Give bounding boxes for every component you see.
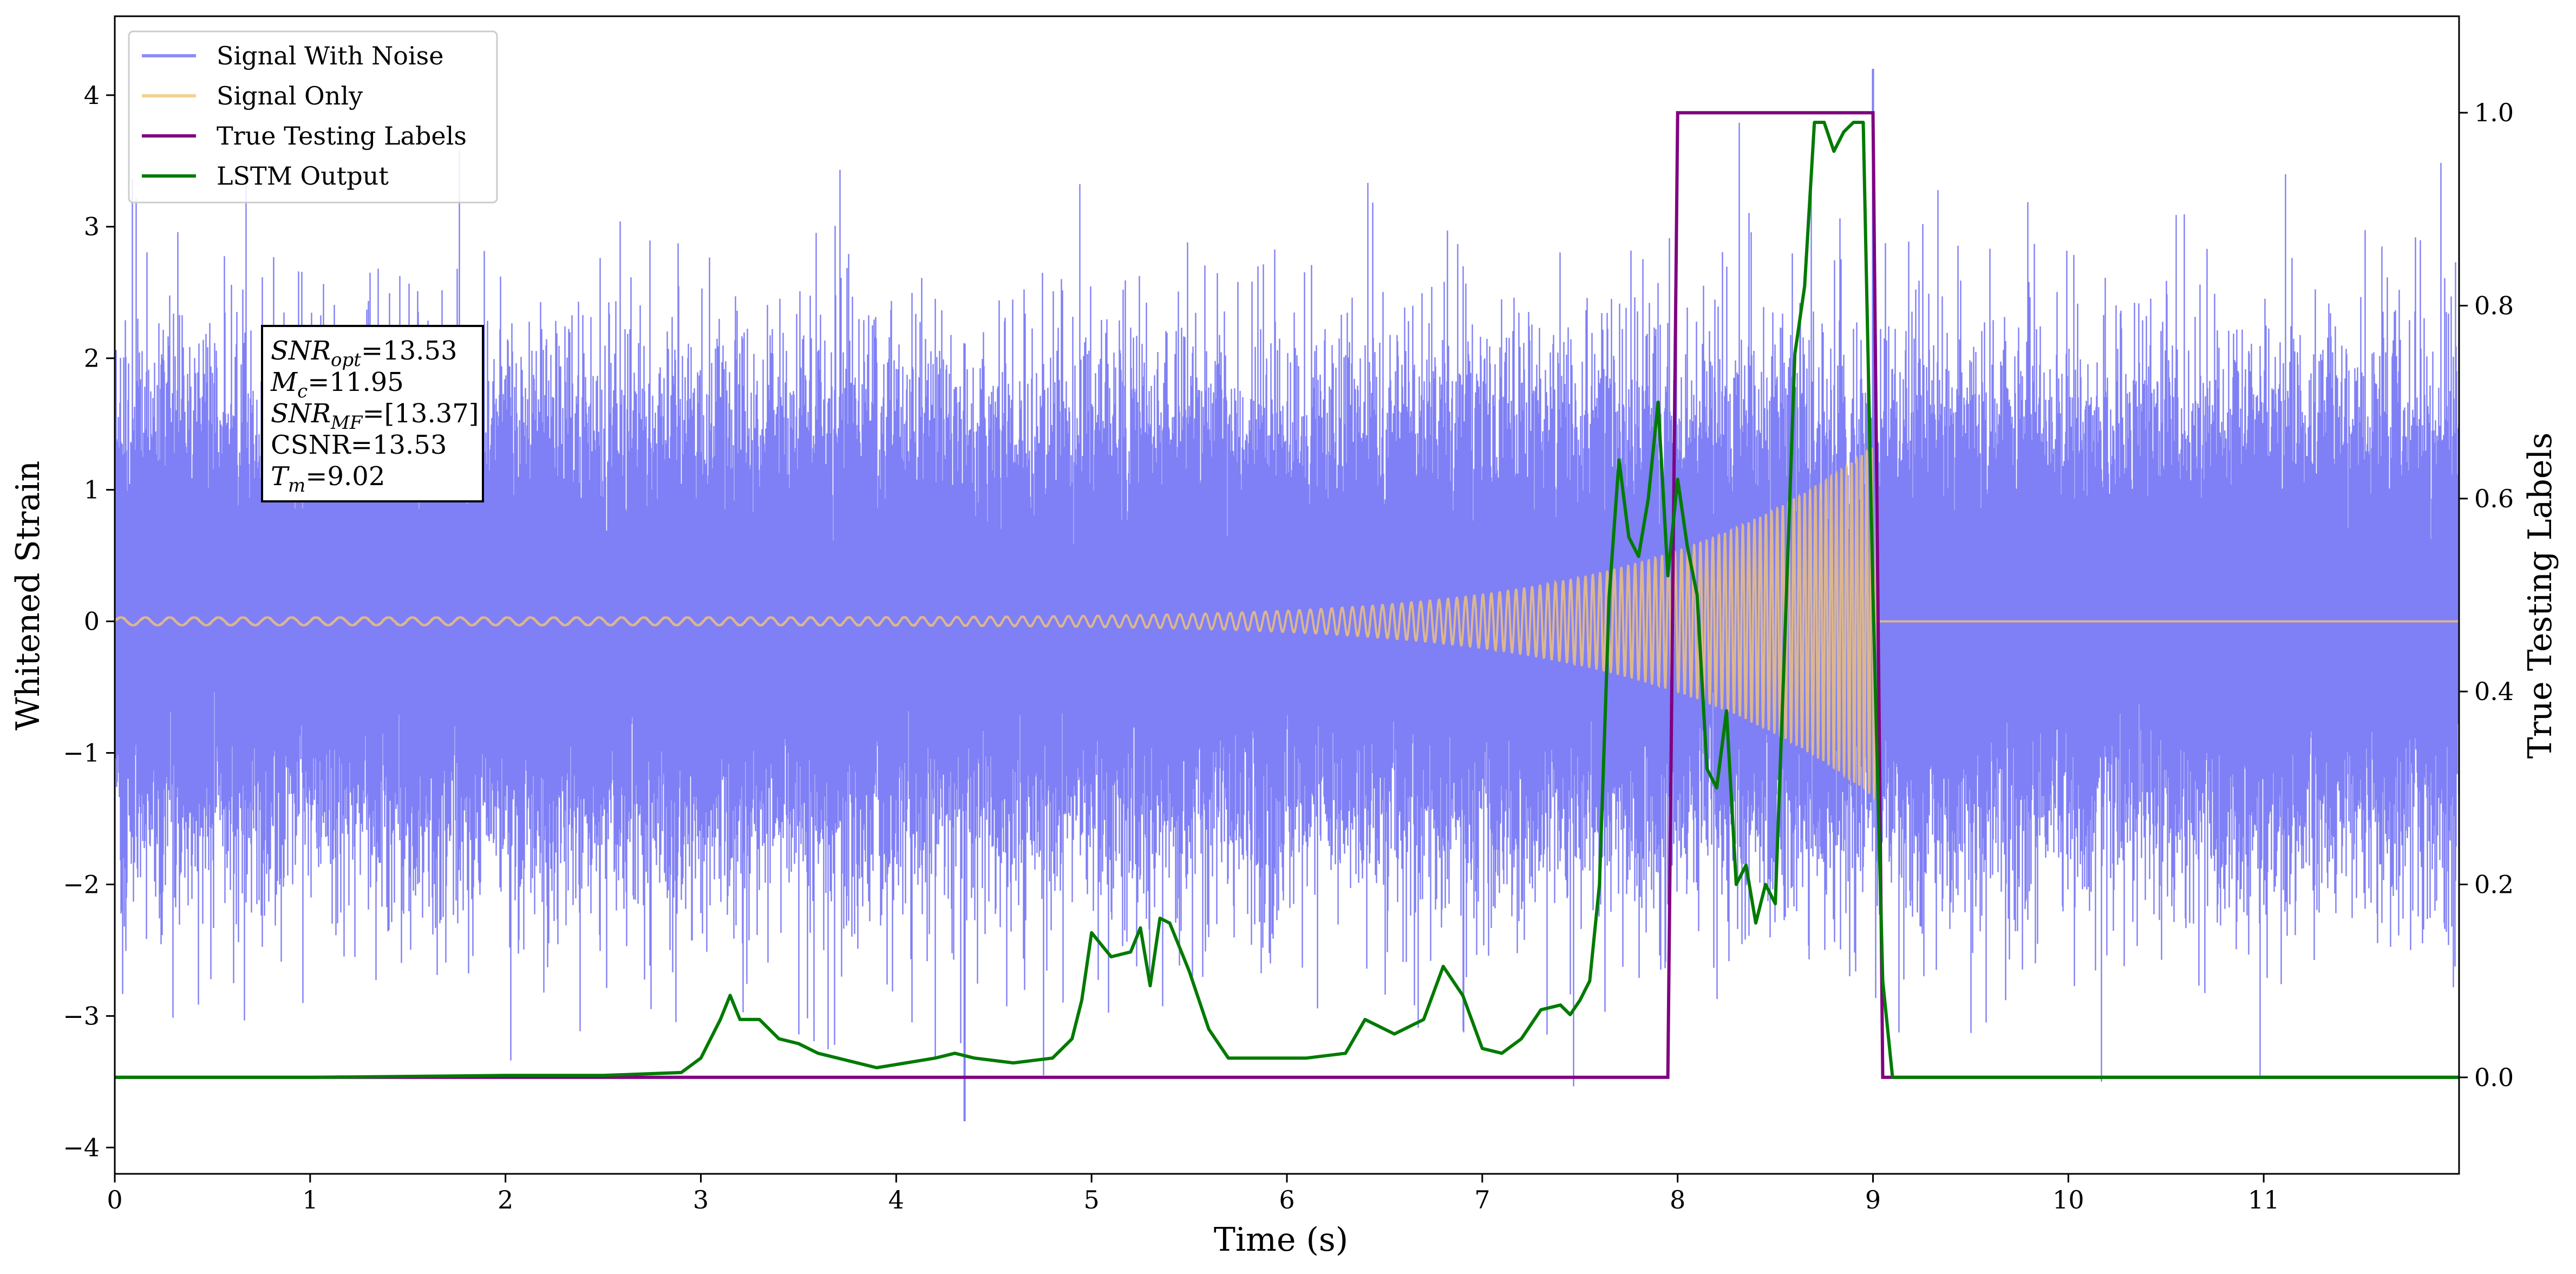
y-tick-label: 4: [84, 81, 100, 110]
x-tick-label: 4: [888, 1185, 904, 1214]
chirp-trace: [115, 443, 2459, 800]
y-tick-label: −2: [63, 870, 100, 899]
x-tick-label: 6: [1279, 1185, 1294, 1214]
y-right-tick-label: 0.0: [2474, 1063, 2514, 1092]
y-axis-title-left: Whitened Strain: [9, 461, 47, 730]
annotation-line: CSNR=13.53: [271, 430, 447, 460]
x-tick-label: 7: [1474, 1185, 1490, 1214]
y-right-tick-label: 0.8: [2474, 291, 2514, 321]
y-right-tick-label: 0.6: [2474, 484, 2514, 513]
x-tick-label: 8: [1670, 1185, 1685, 1214]
series-signal-only: [115, 443, 2459, 800]
x-tick-label: 9: [1865, 1185, 1881, 1214]
annotation-frame: [261, 325, 484, 502]
x-tick-label: 3: [693, 1185, 709, 1214]
series-lstm-output: [115, 121, 2459, 1079]
y-tick-label: −1: [63, 739, 100, 768]
legend-frame: [128, 30, 498, 204]
annotation-line: Tm=9.02: [271, 461, 385, 496]
y-tick-label: −3: [63, 1001, 100, 1030]
plot-area: [115, 69, 2459, 1121]
x-tick-label: 5: [1084, 1185, 1100, 1214]
y-tick-label: −4: [63, 1133, 100, 1162]
legend-label: Signal Only: [217, 81, 363, 110]
lstm-trace: [115, 121, 2459, 1079]
x-tick-label: 11: [2248, 1185, 2280, 1214]
y-axis-title-right: True Testing Labels: [2521, 433, 2559, 759]
x-tick-label: 10: [2052, 1185, 2084, 1214]
annotation-line: SNRopt=13.53: [271, 336, 457, 371]
annotation-line: SNRMF=[13.37]: [271, 398, 479, 434]
y-tick-label: 0: [84, 607, 100, 636]
y-tick-label: 1: [84, 475, 100, 505]
x-axis-title: Time (s): [1214, 1221, 1348, 1259]
x-tick-label: 0: [107, 1185, 122, 1214]
y-right-tick-label: 1.0: [2474, 98, 2514, 127]
y-axis-right: 0.0 0.2 0.4 0.6 0.8 1.0: [2459, 98, 2514, 1092]
annotation-box: SNRopt=13.53Mc=11.95SNRMF=[13.37]CSNR=13…: [261, 325, 484, 502]
y-tick-label: 2: [84, 344, 100, 373]
legend: Signal With Noise Signal Only True Testing…: [128, 30, 498, 204]
annotation-line: Mc=11.95: [270, 367, 404, 402]
y-axis-left: −4 −3 −2 −1 0 1 2 3 4: [63, 81, 115, 1162]
y-right-tick-label: 0.2: [2474, 870, 2514, 899]
y-right-tick-label: 0.4: [2474, 677, 2514, 706]
legend-label: LSTM Output: [217, 161, 389, 191]
x-axis: 0 1 2 3 4 5 6 7 8 9 10 11: [107, 1174, 2279, 1214]
legend-label: Signal With Noise: [217, 41, 443, 70]
y-tick-label: 3: [84, 212, 100, 241]
x-tick-label: 1: [302, 1185, 318, 1214]
x-tick-label: 2: [498, 1185, 513, 1214]
legend-label: True Testing Labels: [217, 121, 467, 151]
